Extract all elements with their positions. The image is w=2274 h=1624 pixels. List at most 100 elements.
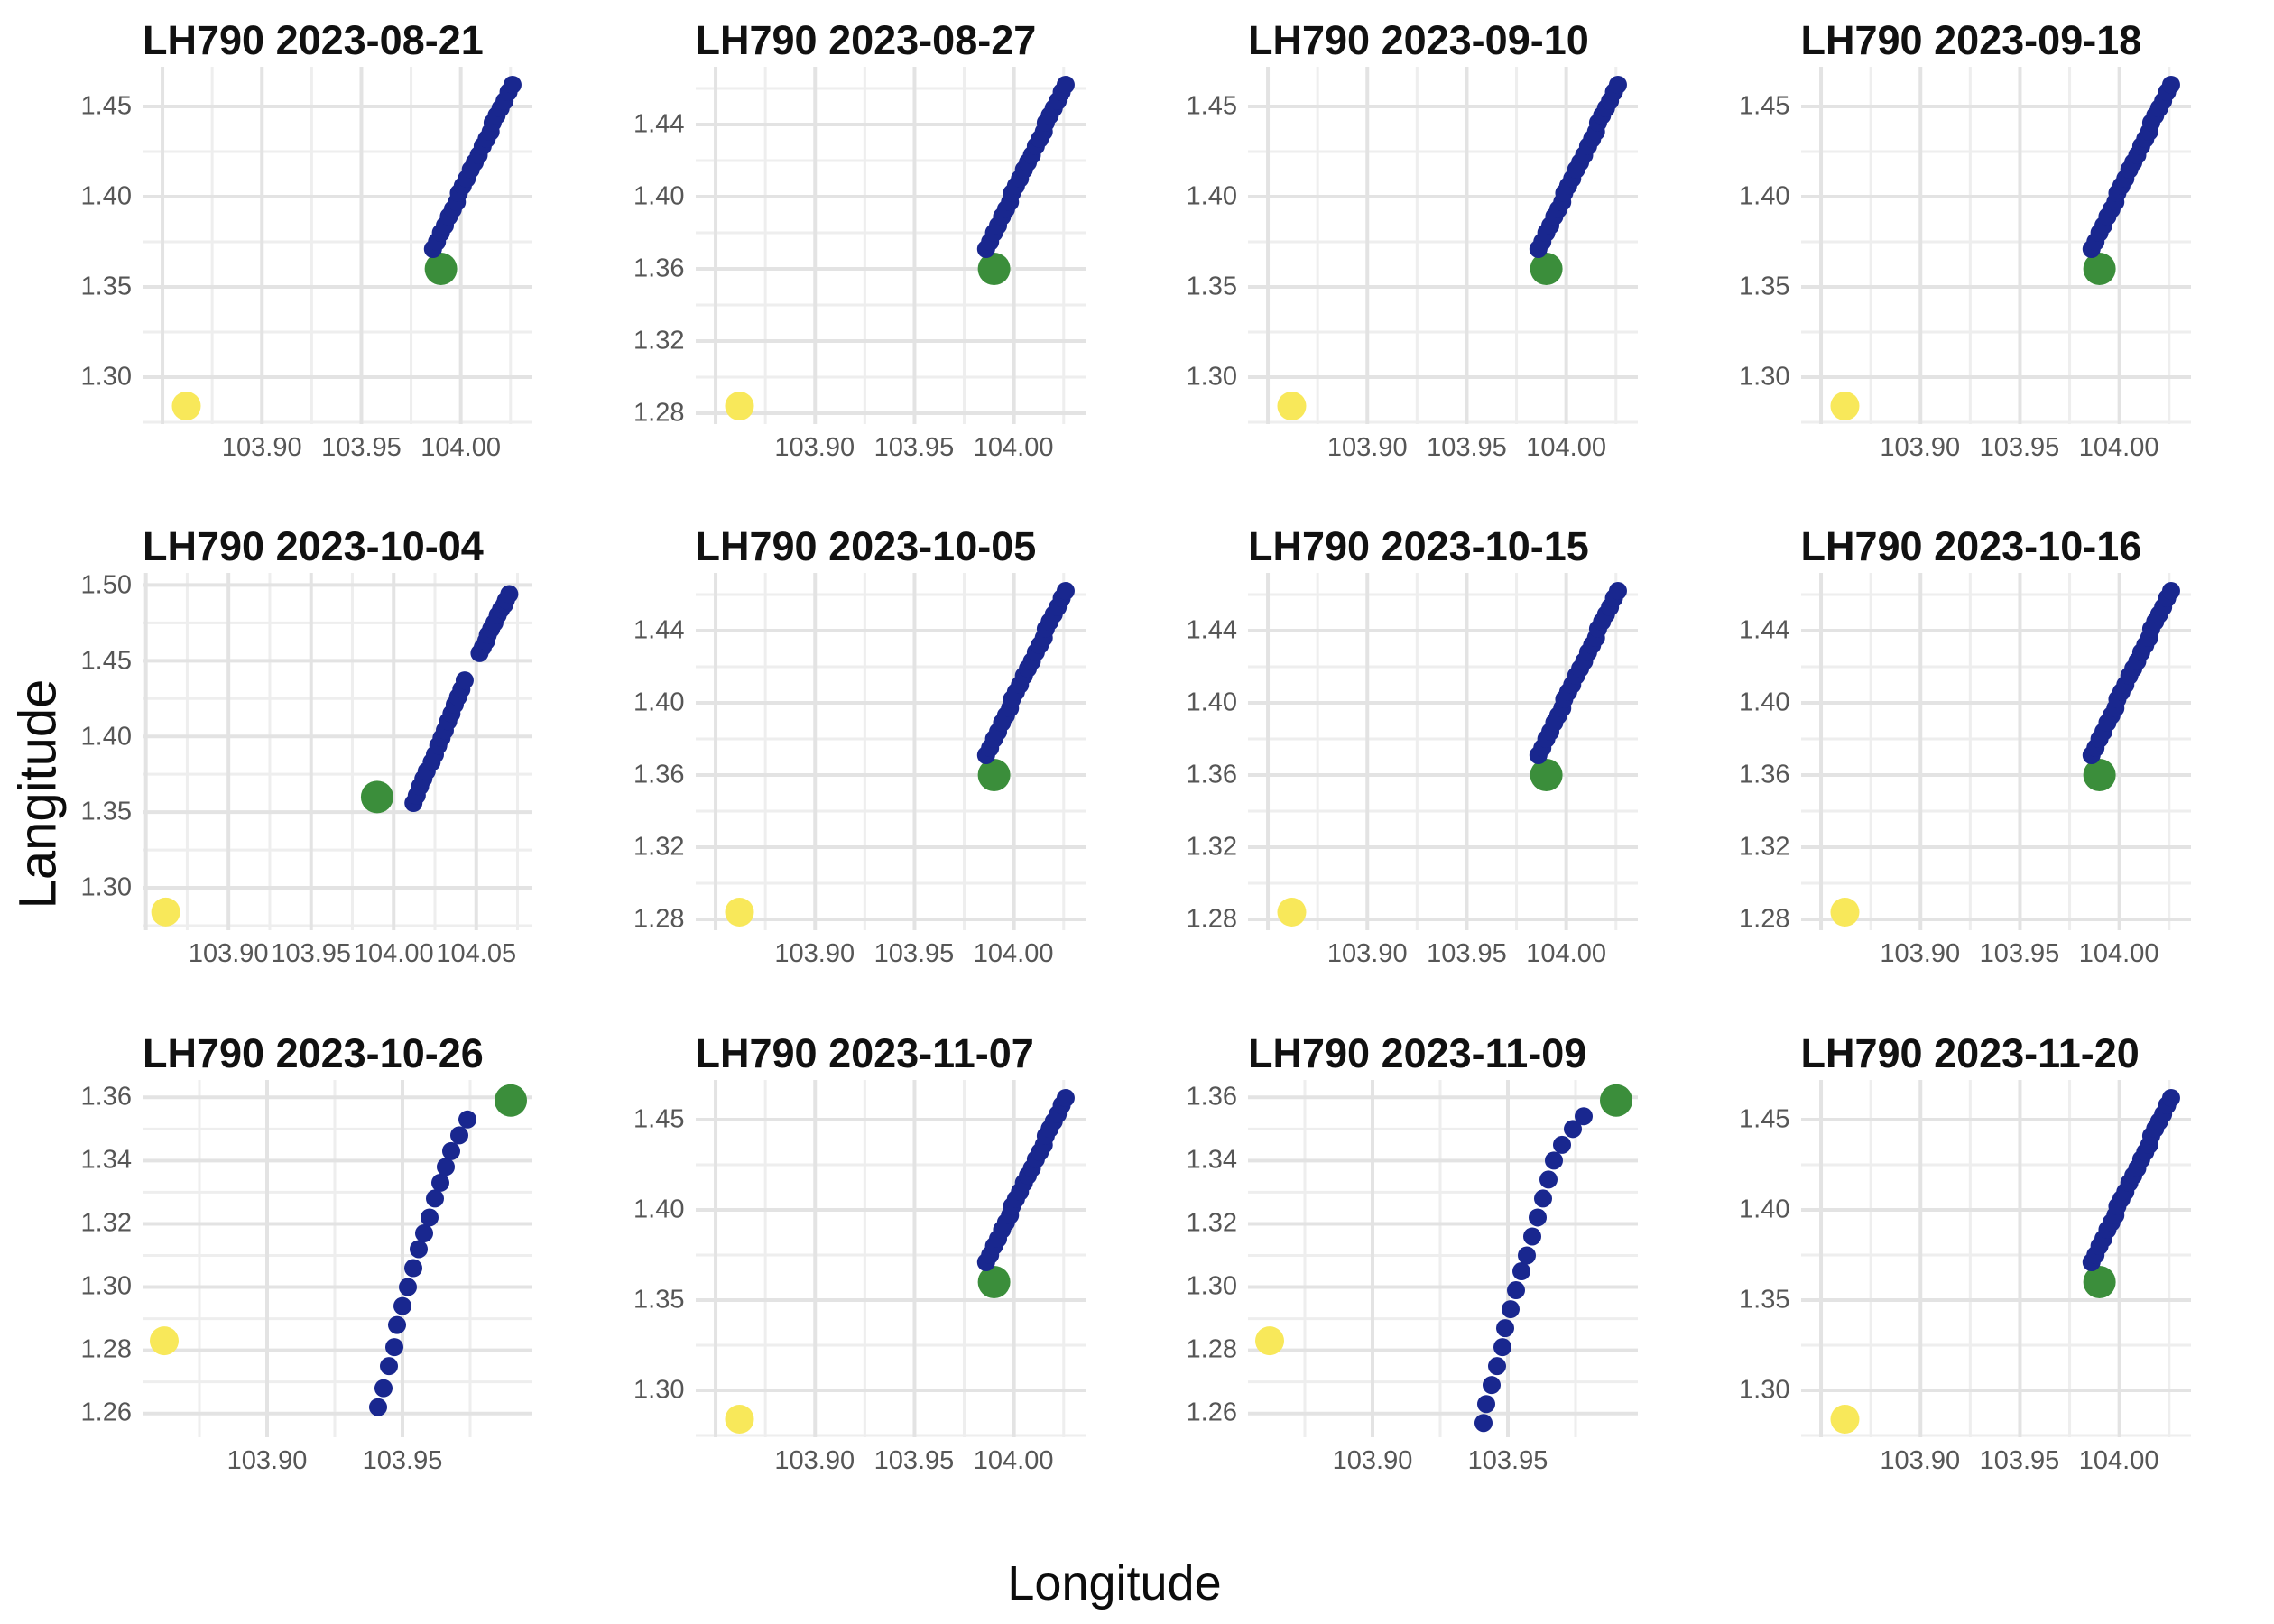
y-tick-label: 1.40 [80,722,132,752]
panel-title: LH790 2023-08-21 [143,17,484,63]
y-axis-label: Langitude [8,678,68,909]
x-tick-label: 103.90 [1880,433,1961,462]
plot-area [1800,1079,2191,1437]
green-point [360,780,393,814]
plot-area [1248,67,1638,424]
panel-body: 1.28 1.32 1.36 1.40 1.44 [616,573,1169,934]
x-axis-ticks: 103.90 103.95 104.00 [143,424,532,466]
scatter-svg [143,573,532,931]
y-tick-label: 1.44 [1739,615,1790,645]
blue-track-point [404,1259,422,1278]
yellow-point [151,898,180,927]
x-tick-label: 104.00 [2078,1445,2159,1475]
blue-track-point [1056,1088,1075,1107]
scatter-svg [143,67,532,424]
plot-area [1800,67,2191,424]
y-tick-label: 1.30 [1186,362,1237,392]
yellow-point [1277,898,1307,927]
y-axis-ticks: 1.30 1.35 1.40 1.45 [63,67,143,424]
y-axis-ticks: 1.30 1.35 1.40 1.45 [1169,67,1248,424]
y-tick-label: 1.45 [1739,1104,1790,1134]
scatter-svg [143,1079,532,1437]
scatter-svg [695,1079,1086,1437]
yellow-point [1255,1325,1284,1355]
blue-track-point [442,1141,460,1160]
x-axis-ticks: 103.90 103.95 104.00 [1801,424,2191,466]
scatter-svg [1248,1079,1638,1437]
y-tick-label: 1.36 [80,1082,132,1112]
y-tick-label: 1.45 [633,1104,685,1134]
blue-track-point [1502,1299,1520,1318]
x-axis-ticks: 103.90 103.95 104.00 [696,424,1086,466]
blue-track-point [1056,582,1075,601]
x-tick-label: 104.00 [2078,433,2159,462]
blue-track-point [1608,582,1627,601]
x-tick-label: 103.95 [1979,939,2060,969]
panel-body: 1.30 1.35 1.40 1.45 [1722,1079,2274,1437]
blue-track-point [431,1173,449,1192]
panel-grid: LH790 2023-08-21 1.30 1.35 1.40 1.45 103.90… [63,5,2274,1525]
y-tick-label: 1.44 [1186,615,1237,645]
x-tick-label: 103.90 [774,939,855,969]
y-axis-ticks: 1.30 1.35 1.40 1.45 1.50 [63,572,143,930]
y-tick-label: 1.36 [633,760,685,789]
y-tick-label: 1.35 [1739,1285,1790,1315]
y-tick-label: 1.30 [80,872,132,902]
x-tick-label: 103.95 [1427,433,1507,462]
y-tick-label: 1.28 [1739,904,1790,934]
green-point [977,1265,1011,1298]
panel-body: 1.30 1.35 1.40 1.45 [63,67,616,424]
panel: LH790 2023-08-27 1.28 1.32 1.36 1.40 1.44 10… [616,5,1169,512]
blue-track-point [380,1356,398,1375]
plot-area [1800,573,2191,931]
panel-title: LH790 2023-10-15 [1248,523,1589,570]
y-axis-ticks: 1.28 1.32 1.36 1.40 1.44 [1722,573,1801,934]
green-point [2083,253,2116,285]
x-axis-label: Longitude [1007,1556,1222,1610]
y-tick-label: 1.32 [80,1208,132,1238]
blue-track-point [374,1379,393,1398]
yellow-point [724,898,753,927]
panel-body: 1.30 1.35 1.40 1.45 [1722,67,2274,424]
yellow-point [171,392,201,420]
blue-track-point [415,1223,433,1242]
y-tick-label: 1.34 [80,1145,132,1175]
blue-track-point [437,1158,455,1176]
y-tick-label: 1.35 [1186,272,1237,301]
panel-body: 1.26 1.28 1.30 1.32 1.34 1.36 [63,1079,616,1437]
blue-track-point [1518,1246,1536,1265]
x-tick-label: 103.90 [1880,1445,1961,1475]
plot-area [143,67,532,424]
panel: LH790 2023-09-10 1.30 1.35 1.40 1.45 103.90… [1169,5,1722,512]
panel: LH790 2023-10-15 1.28 1.32 1.36 1.40 1.44 10… [1169,512,1722,1018]
blue-track-point [500,585,519,604]
blue-track-point [388,1315,406,1334]
blue-track-point [1507,1280,1525,1299]
blue-track-point [455,671,474,690]
blue-track-point [450,1125,468,1144]
y-tick-label: 1.32 [1739,832,1790,862]
y-tick-label: 1.34 [1186,1145,1237,1175]
y-axis-ticks: 1.28 1.32 1.36 1.40 1.44 [616,67,696,426]
blue-track-point [1608,76,1627,94]
blue-track-point [1534,1189,1552,1208]
panel: LH790 2023-10-16 1.28 1.32 1.36 1.40 1.44 10… [1722,512,2274,1018]
x-axis-ticks: 103.90 103.95 104.00 [696,1437,1086,1479]
x-tick-label: 103.90 [1326,939,1408,969]
scatter-svg [695,573,1086,931]
x-axis-ticks: 103.90 103.95 104.00 104.05 [143,930,532,972]
scatter-svg [695,67,1086,424]
y-tick-label: 1.40 [633,181,685,211]
x-tick-label: 103.90 [774,433,855,462]
green-point [2083,759,2116,792]
y-tick-label: 1.45 [1739,91,1790,121]
blue-track-point [1553,1135,1571,1154]
x-tick-label: 104.00 [353,939,434,969]
x-tick-label: 103.90 [1880,939,1961,969]
y-tick-label: 1.28 [633,904,685,934]
panel: LH790 2023-10-05 1.28 1.32 1.36 1.40 1.44 10… [616,512,1169,1018]
y-tick-label: 1.32 [633,326,685,355]
x-axis-ticks: 103.90 103.95 [1248,1437,1638,1479]
y-tick-label: 1.40 [633,687,685,717]
y-tick-label: 1.35 [80,272,132,301]
